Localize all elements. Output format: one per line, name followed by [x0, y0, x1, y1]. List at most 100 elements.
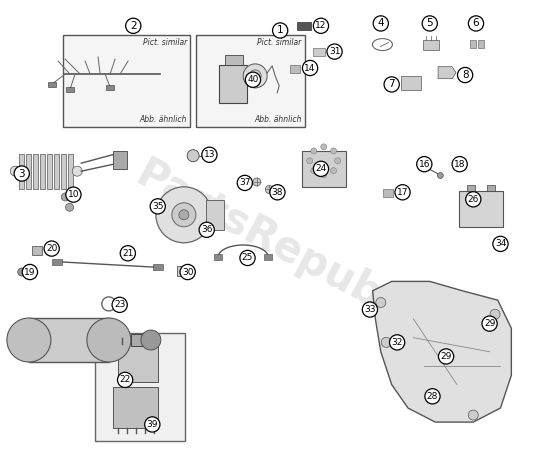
Circle shape: [327, 44, 342, 59]
Circle shape: [466, 192, 481, 207]
Bar: [383, 189, 393, 197]
Circle shape: [425, 389, 440, 404]
Bar: [118, 344, 158, 382]
Text: 22: 22: [120, 375, 131, 385]
Text: Pict. similar: Pict. similar: [257, 38, 301, 47]
Circle shape: [243, 64, 267, 88]
Circle shape: [172, 203, 196, 227]
Circle shape: [331, 168, 337, 174]
Text: 10: 10: [67, 190, 79, 199]
Circle shape: [270, 185, 285, 200]
Text: 28: 28: [427, 392, 438, 401]
Bar: [113, 387, 158, 428]
Text: 31: 31: [329, 47, 341, 56]
Bar: [29, 318, 109, 362]
Bar: [487, 185, 496, 191]
Circle shape: [10, 166, 20, 176]
Circle shape: [422, 16, 437, 31]
Circle shape: [141, 330, 161, 350]
Text: Abb. ähnlich: Abb. ähnlich: [254, 114, 301, 124]
Text: 1: 1: [277, 25, 283, 36]
Text: 25: 25: [242, 253, 253, 263]
Circle shape: [112, 297, 127, 312]
Bar: [68, 154, 73, 189]
Circle shape: [145, 417, 160, 432]
Circle shape: [180, 265, 195, 280]
Circle shape: [118, 372, 133, 387]
Bar: [61, 154, 66, 189]
Bar: [52, 259, 62, 265]
Text: 32: 32: [392, 338, 403, 347]
Bar: [264, 254, 272, 260]
Text: Pict. similar: Pict. similar: [143, 38, 187, 47]
Circle shape: [253, 178, 261, 186]
Bar: [460, 191, 503, 227]
Circle shape: [395, 185, 410, 200]
Bar: [470, 39, 476, 48]
Circle shape: [187, 150, 199, 162]
Bar: [153, 265, 163, 270]
Circle shape: [150, 199, 165, 214]
Circle shape: [482, 316, 497, 331]
Circle shape: [126, 18, 141, 33]
Text: 36: 36: [201, 225, 213, 234]
Text: 38: 38: [271, 188, 283, 197]
Bar: [401, 76, 421, 91]
Text: 33: 33: [364, 305, 376, 314]
Circle shape: [87, 318, 131, 362]
Circle shape: [362, 302, 378, 317]
Circle shape: [66, 203, 73, 212]
Bar: [47, 154, 52, 189]
Circle shape: [373, 16, 388, 31]
Circle shape: [179, 210, 189, 220]
Text: 23: 23: [114, 300, 125, 310]
Circle shape: [490, 309, 500, 319]
Circle shape: [417, 157, 432, 172]
Circle shape: [320, 172, 327, 178]
Bar: [19, 154, 24, 189]
Text: 20: 20: [46, 244, 57, 253]
Circle shape: [335, 158, 341, 164]
Text: 29: 29: [441, 352, 452, 361]
Text: 13: 13: [203, 150, 215, 159]
Circle shape: [376, 297, 386, 308]
Text: 16: 16: [418, 159, 430, 169]
Bar: [313, 47, 325, 56]
Text: 29: 29: [484, 319, 495, 328]
Text: 18: 18: [454, 159, 466, 169]
Bar: [131, 334, 151, 346]
Text: PartsRepublik: PartsRepublik: [128, 153, 438, 344]
Text: 12: 12: [316, 21, 326, 30]
Circle shape: [313, 161, 329, 176]
Bar: [296, 22, 311, 30]
Bar: [478, 39, 484, 48]
Circle shape: [44, 241, 59, 256]
Circle shape: [156, 187, 212, 243]
Text: 8: 8: [462, 70, 468, 80]
Circle shape: [240, 250, 255, 265]
Text: 17: 17: [397, 188, 409, 197]
Circle shape: [307, 158, 313, 164]
Text: 21: 21: [122, 249, 133, 258]
Bar: [113, 151, 127, 169]
Circle shape: [61, 193, 69, 201]
Bar: [106, 84, 114, 90]
Bar: [214, 254, 222, 260]
Bar: [177, 266, 187, 276]
Text: 19: 19: [24, 267, 36, 277]
Text: 2: 2: [130, 21, 137, 31]
Text: 37: 37: [239, 178, 251, 188]
Bar: [48, 82, 56, 87]
Polygon shape: [373, 281, 511, 422]
Circle shape: [452, 157, 467, 172]
Bar: [302, 151, 345, 187]
Circle shape: [120, 246, 135, 261]
Circle shape: [245, 72, 261, 87]
Circle shape: [320, 144, 327, 150]
Bar: [40, 154, 45, 189]
Bar: [206, 200, 224, 230]
Bar: [467, 185, 475, 191]
Circle shape: [66, 187, 81, 202]
Circle shape: [18, 268, 26, 276]
Circle shape: [390, 335, 405, 350]
